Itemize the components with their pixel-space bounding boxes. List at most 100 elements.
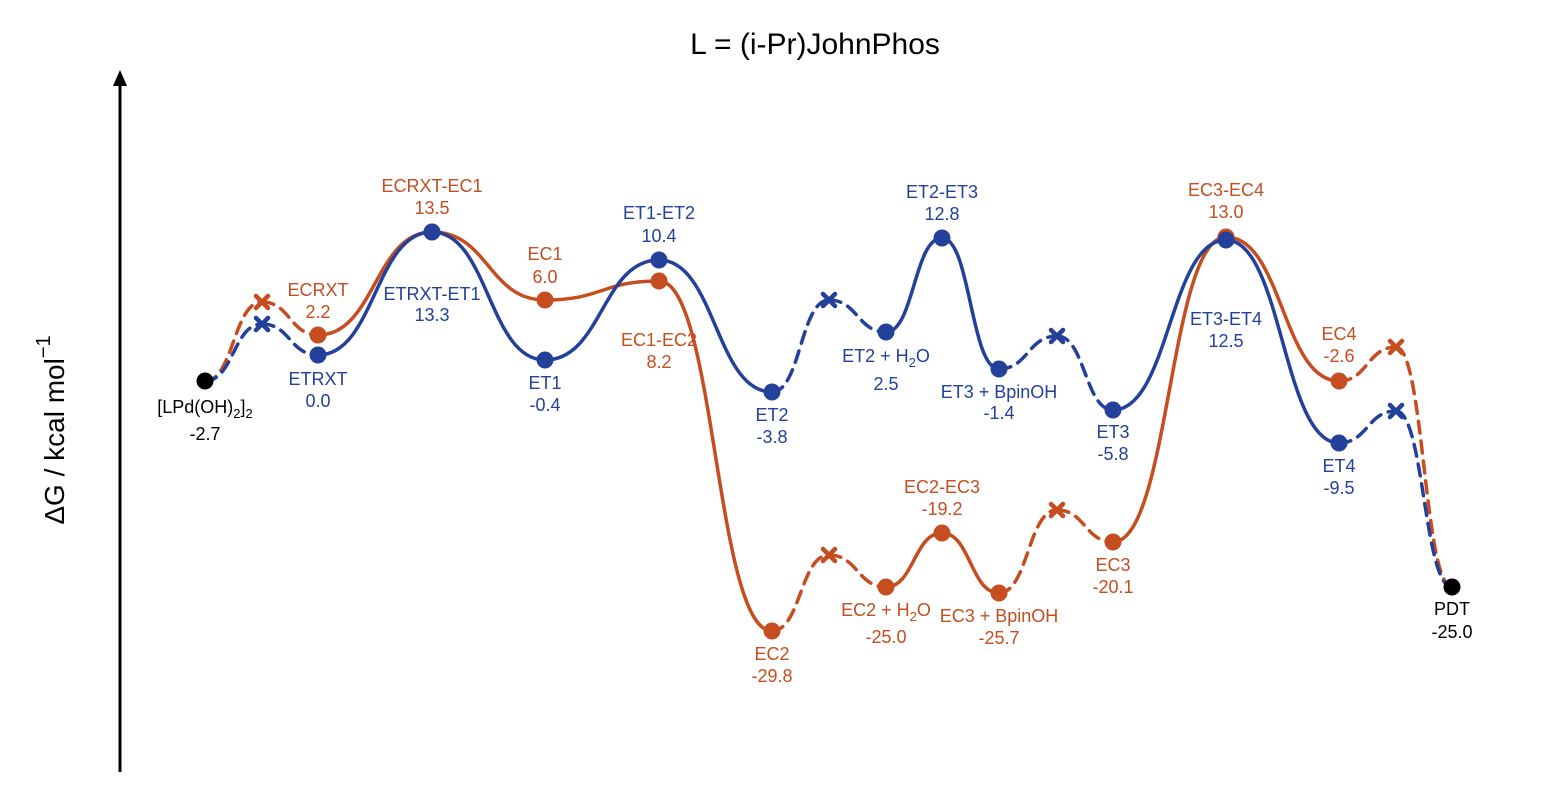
blue-path-segment [1224,238,1341,445]
blue-state-marker [763,383,781,401]
orange-state-marker [763,622,781,640]
label-et3-value: -5.8 [1097,444,1128,464]
blue-cross-marker [1387,402,1405,420]
label-ecrxt-ec1-name: ECRXT-EC1 [381,176,482,196]
label-ec3-bpinoh-name: EC3 + BpinOH [940,606,1059,626]
orange-path-segment [657,279,774,633]
y-axis-label: ΔG / kcal mol−1 [33,335,70,524]
blue-state-marker [1104,401,1122,419]
label-et2-et3-name: ET2-ET3 [906,182,978,202]
orange-state-marker [933,524,951,542]
blue-path-segment [1111,238,1228,412]
orange-path-segment [1224,235,1341,383]
label-et3-name: ET3 [1096,422,1129,442]
blue-path-segment [657,258,774,394]
label-et1-name: ET1 [528,373,561,393]
label-et1-et2-name: ET1-ET2 [623,203,695,223]
blue-state-marker [877,323,895,341]
orange-path-segment [1111,235,1228,544]
label-ec2-h2o-name: EC2 + H2O [841,600,931,624]
diagram-title: L = (i-Pr)JohnPhos [690,28,940,61]
orange-path-segment [1055,508,1115,544]
blue-cross-marker [1048,327,1066,345]
label-et1-et2-value: 10.4 [641,226,676,246]
label-ec1-ec2-name: EC1-EC2 [621,330,697,350]
state-markers [196,223,1461,640]
label-et2-et3-value: 12.8 [924,204,959,224]
blue-state-marker [650,251,668,269]
orange-state-marker [877,578,895,596]
label-et3-et4-value: 12.5 [1208,331,1243,351]
label-ec2-ec3-value: -19.2 [921,499,962,519]
blue-path-segment [316,230,434,357]
blue-path-segment [203,322,264,383]
orange-cross-marker [1048,501,1066,519]
orange-state-marker [650,272,668,290]
orange-path-segment [997,508,1059,595]
label-ecrxt-value: 2.2 [305,302,330,322]
label-ecrxt-name: ECRXT [287,280,348,300]
label-ec3-name: EC3 [1095,555,1130,575]
blue-path-segment [1337,409,1398,445]
blue-state-marker [309,346,327,364]
label-ec3-ec4-name: EC3-EC4 [1188,180,1264,200]
orange-state-marker [1330,372,1348,390]
orange-state-marker [536,291,554,309]
label-et3-et4-name: ET3-ET4 [1190,309,1262,329]
svg-text:ΔG / kcal mol−1: ΔG / kcal mol−1 [33,335,70,524]
orange-path-segment [1394,345,1454,589]
blue-cross-marker [820,291,838,309]
product-state-marker [1443,578,1461,596]
orange-path-segment [203,300,264,383]
orange-path-segment [827,553,888,589]
start-state-marker [196,372,214,390]
label-ec2-ec3-name: EC2-EC3 [904,477,980,497]
label-ec4-value: -2.6 [1323,346,1354,366]
blue-state-marker [423,223,441,241]
blue-state-marker [990,360,1008,378]
blue-state-marker [1330,434,1348,452]
blue-cross-marker [253,315,271,333]
label-ec2-value: -29.8 [751,666,792,686]
label-et4-value: -9.5 [1323,478,1354,498]
label-et2-h2o-value: 2.5 [873,374,898,394]
blue-path-segment [1055,334,1115,412]
label-et1-value: -0.4 [529,395,560,415]
orange-cross-marker [1387,338,1405,356]
label-ec3-ec4-value: 13.0 [1208,202,1243,222]
orange-path-segment [770,553,831,633]
label-et4-name: ET4 [1322,456,1355,476]
y-axis-arrowhead [113,70,127,86]
label-start-name: [LPd(OH)2]2 [157,397,253,421]
label-ec3-bpinoh-value: -25.7 [978,628,1019,648]
label-pdt-value: -25.0 [1431,622,1472,642]
label-etrxt-et1-name: ETRXT-ET1 [383,284,480,304]
orange-path-segment [884,531,944,589]
label-et3-bpinoh-name: ET3 + BpinOH [941,382,1058,402]
label-et3-bpinoh-value: -1.4 [983,403,1014,423]
orange-path-segment [940,531,1001,595]
label-start-value: -2.7 [189,424,220,444]
label-etrxt-name: ETRXT [288,369,347,389]
blue-state-marker [1217,231,1235,249]
label-ec2-h2o-value: -25.0 [865,627,906,647]
blue-state-marker [536,351,554,369]
blue-path-segment [430,230,547,362]
label-ec1-value: 6.0 [532,267,557,287]
blue-path-segment [1394,409,1454,589]
label-et2-value: -3.8 [756,427,787,447]
orange-state-marker [1104,533,1122,551]
orange-state-marker [309,326,327,344]
label-ec4-name: EC4 [1321,324,1356,344]
label-ec2-name: EC2 [754,644,789,664]
blue-path-segment [260,322,320,357]
label-et2-h2o-name: ET2 + H2O [842,346,930,370]
blue-path-segment [543,258,661,362]
orange-cross-marker [253,293,271,311]
label-pdt-name: PDT [1434,599,1470,619]
label-ecrxt-ec1-value: 13.5 [414,198,449,218]
orange-path-segment [543,279,661,302]
label-ec3-value: -20.1 [1092,577,1133,597]
orange-cross-marker [820,546,838,564]
